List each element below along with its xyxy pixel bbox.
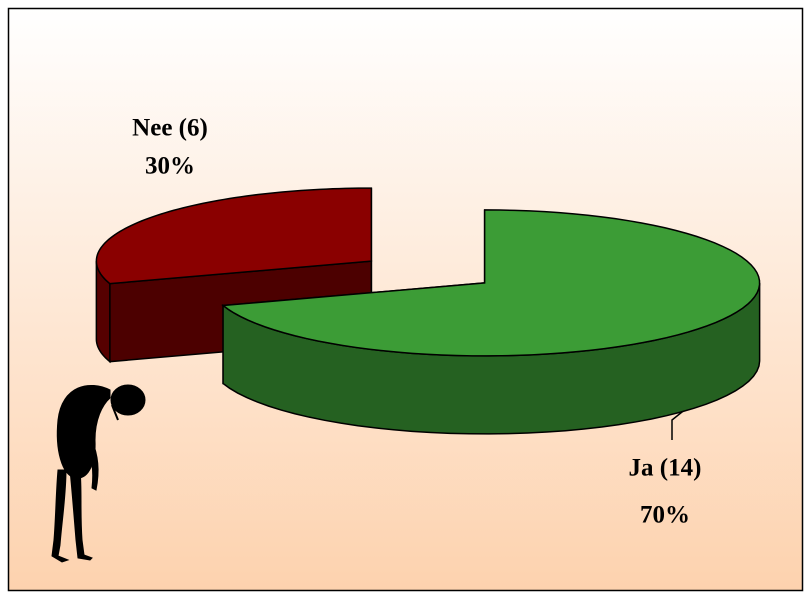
chart: Nee (6) 30% Ja (14) 70%: [0, 0, 811, 597]
slice-label: Ja (14): [629, 455, 702, 482]
slice-value-label: 30%: [145, 153, 195, 180]
figure-head: [111, 385, 145, 415]
slice-value-label: 70%: [640, 502, 690, 529]
slice-label: Nee (6): [132, 115, 208, 142]
